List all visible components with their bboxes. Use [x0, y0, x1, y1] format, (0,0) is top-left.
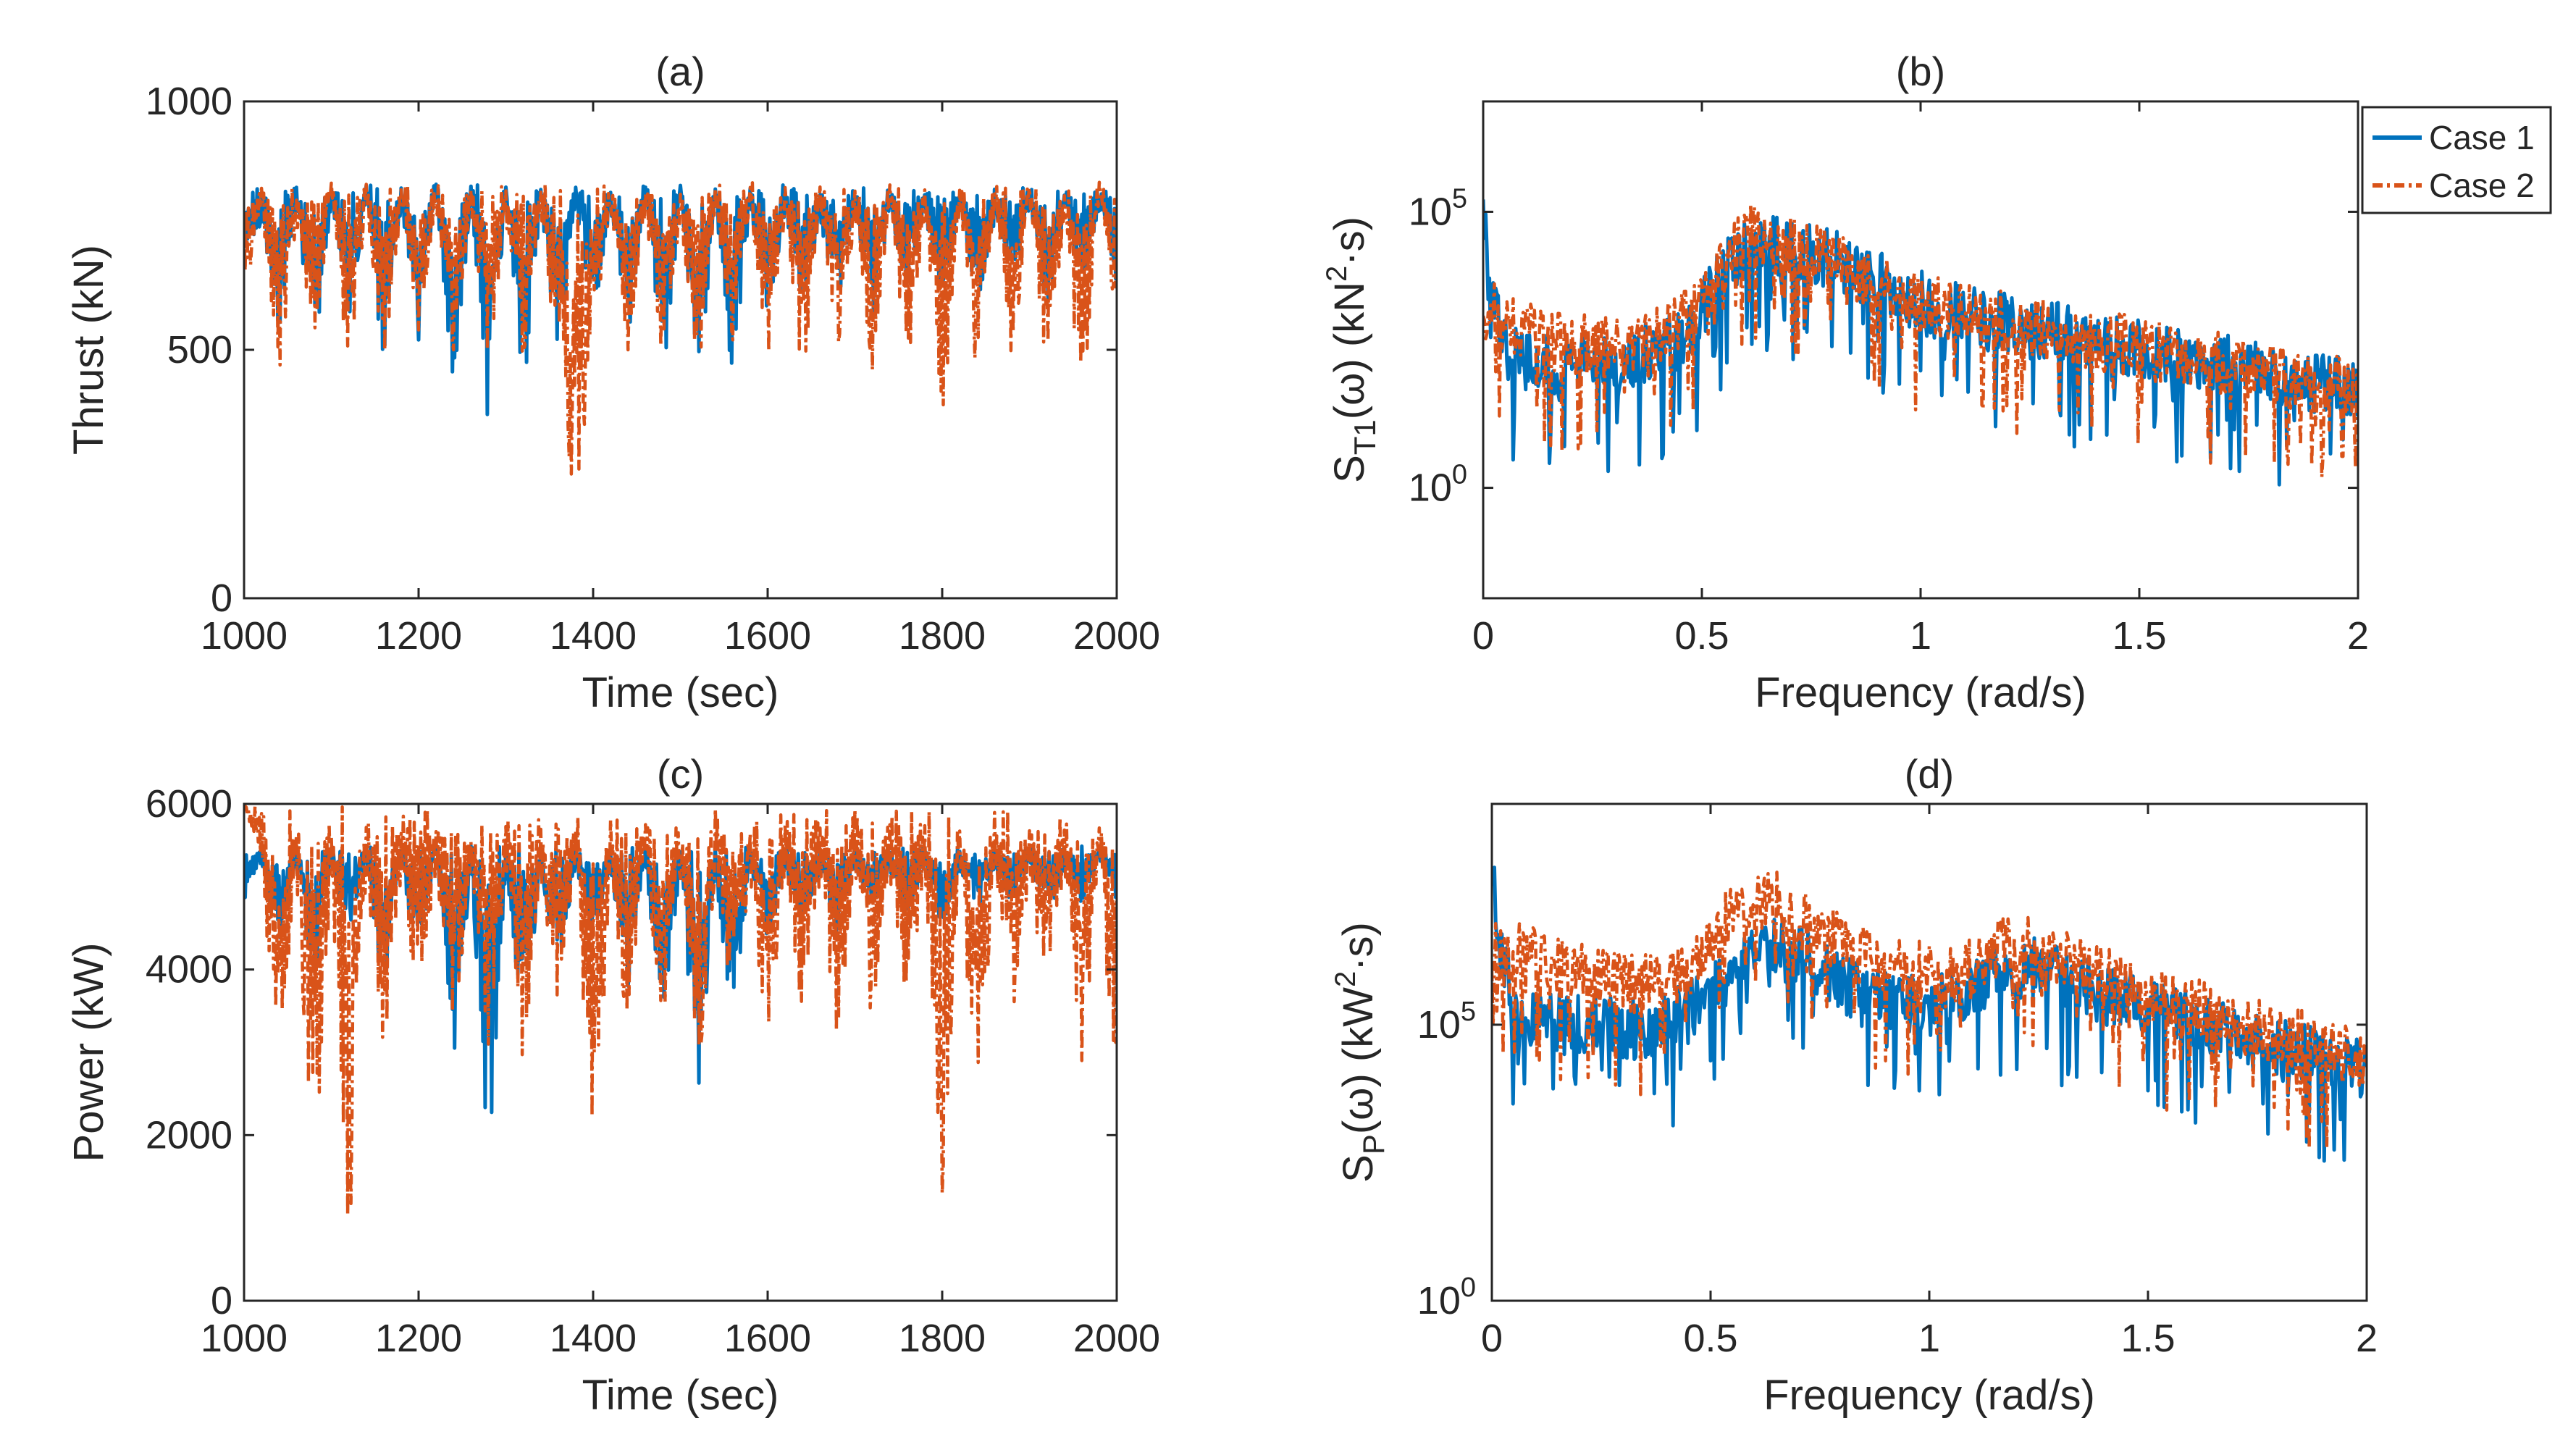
series-case-2-line-c [244, 804, 1117, 1216]
x-tick-label-b: 1.5 [2112, 614, 2166, 658]
x-tick-label-d: 1 [1918, 1317, 1940, 1360]
legend-label-case-1: Case 1 [2429, 119, 2535, 156]
legend: Case 1 Case 2 [2361, 106, 2552, 214]
x-tick-label-c: 1800 [899, 1317, 986, 1360]
x-tick-label-a: 1600 [724, 614, 811, 658]
x-tick-label-c: 1400 [550, 1317, 637, 1360]
y-tick-label-c: 2000 [146, 1113, 232, 1157]
y-axis-label-b: ST1(ω) (kN2·s) [1321, 217, 1382, 483]
plot-area-c [244, 804, 1117, 1216]
subplot-c: 1000 1200 1400 1600 1800 2000 0 2000 4000 6000 (c)… [65, 751, 1160, 1419]
x-tick-label-d: 1.5 [2120, 1317, 2175, 1360]
panel-title-d: (d) [1905, 751, 1954, 797]
plot-area-a [244, 180, 1117, 476]
x-tick-label-c: 1000 [201, 1317, 288, 1360]
x-axis-label-d: Frequency (rad/s) [1763, 1372, 2095, 1419]
x-tick-label-b: 0 [1472, 614, 1494, 658]
x-axis-label-c: Time (sec) [582, 1372, 779, 1419]
plot-area-b [1483, 199, 2358, 487]
y-tick-label-c: 4000 [146, 948, 232, 991]
x-tick-label-a: 1000 [201, 614, 288, 658]
y-tick-label-d: 105 [1417, 997, 1476, 1047]
series-case-2-line-a [244, 180, 1117, 476]
x-tick-label-a: 1800 [899, 614, 986, 658]
panel-title-c: (c) [657, 751, 704, 797]
x-tick-label-d: 0 [1481, 1317, 1503, 1360]
panel-title-b: (b) [1896, 49, 1945, 94]
x-tick-label-a: 2000 [1073, 614, 1160, 658]
x-tick-label-b: 1 [1910, 614, 1931, 658]
y-tick-label-a: 0 [211, 576, 232, 620]
x-tick-label-c: 1600 [724, 1317, 811, 1360]
y-axis-label-d: SP(ω) (kW2·s) [1330, 922, 1390, 1183]
subplot-b: 0 0.5 1 1.5 2 100 105 (b) Frequency (rad/s) ST1(ω… [1321, 49, 2369, 716]
axes-box-c [243, 802, 1118, 1302]
y-axis-label-a: Thrust (kN) [65, 245, 112, 455]
x-tick-label-c: 1200 [375, 1317, 462, 1360]
x-tick-label-b: 2 [2347, 614, 2369, 658]
y-tick-label-a: 1000 [146, 80, 232, 123]
y-tick-label-b: 105 [1409, 183, 1467, 233]
x-tick-label-a: 1400 [550, 614, 637, 658]
panel-title-a: (a) [655, 49, 705, 94]
x-tick-label-d: 0.5 [1683, 1317, 1737, 1360]
x-axis-label-b: Frequency (rad/s) [1755, 669, 2086, 716]
plot-area-d [1492, 865, 2367, 1163]
y-axis-label-c: Power (kW) [65, 943, 112, 1162]
subplot-d: 0 0.5 1 1.5 2 100 105 (d) Frequency (rad/s) SP(ω)… [1330, 751, 2378, 1419]
y-tick-label-c: 0 [211, 1279, 232, 1322]
legend-box [2361, 106, 2552, 214]
x-tick-label-b: 0.5 [1674, 614, 1729, 658]
legend-label-case-2: Case 2 [2429, 167, 2535, 204]
subplot-a: 1000 1200 1400 1600 1800 2000 0 500 1000 (a) Time … [65, 49, 1160, 716]
y-tick-label-d: 100 [1417, 1272, 1476, 1322]
x-axis-label-a: Time (sec) [582, 669, 779, 716]
x-tick-label-c: 2000 [1073, 1317, 1160, 1360]
y-tick-label-b: 100 [1409, 460, 1467, 510]
x-tick-label-d: 2 [2356, 1317, 2378, 1360]
series-case-2-line-b [1483, 202, 2358, 479]
y-tick-label-a: 500 [167, 328, 232, 372]
y-tick-label-c: 6000 [146, 782, 232, 826]
series-case-2-line-d [1492, 871, 2367, 1150]
x-tick-label-a: 1200 [375, 614, 462, 658]
